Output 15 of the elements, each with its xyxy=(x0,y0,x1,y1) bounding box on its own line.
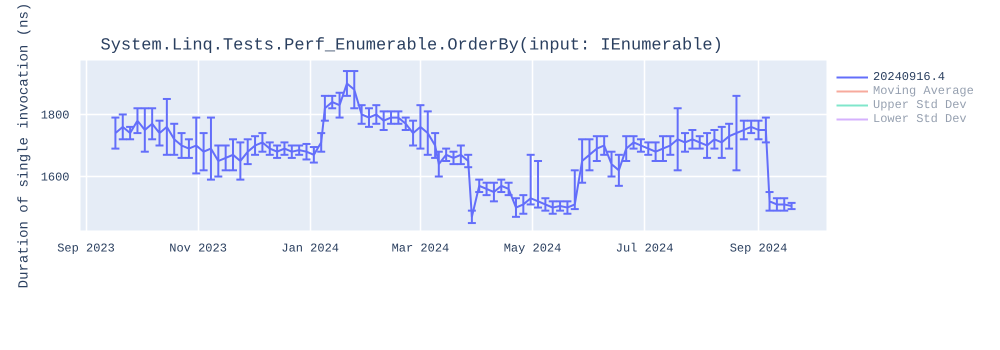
x-tick-label: Nov 2023 xyxy=(169,242,227,256)
legend-label: Lower Std Dev xyxy=(873,112,967,126)
legend-label: 20240916.4 xyxy=(873,70,946,84)
x-tick-label: May 2024 xyxy=(504,242,562,256)
legend-label: Upper Std Dev xyxy=(873,98,967,112)
chart-title: System.Linq.Tests.Perf_Enumerable.OrderBy(input: IEnumerable) xyxy=(100,36,723,56)
y-tick-label: 1600 xyxy=(40,170,70,185)
y-axis-title: Duration of single invocation (ns) xyxy=(16,2,33,288)
x-tick-label: Mar 2024 xyxy=(392,242,450,256)
x-tick-label: Jan 2024 xyxy=(281,242,339,256)
y-tick-label: 1800 xyxy=(40,108,70,122)
x-tick-label: Jul 2024 xyxy=(616,242,674,256)
legend-label: Moving Average xyxy=(873,84,974,98)
x-tick-label: Sep 2024 xyxy=(730,242,788,256)
x-tick-label: Sep 2023 xyxy=(57,242,115,256)
